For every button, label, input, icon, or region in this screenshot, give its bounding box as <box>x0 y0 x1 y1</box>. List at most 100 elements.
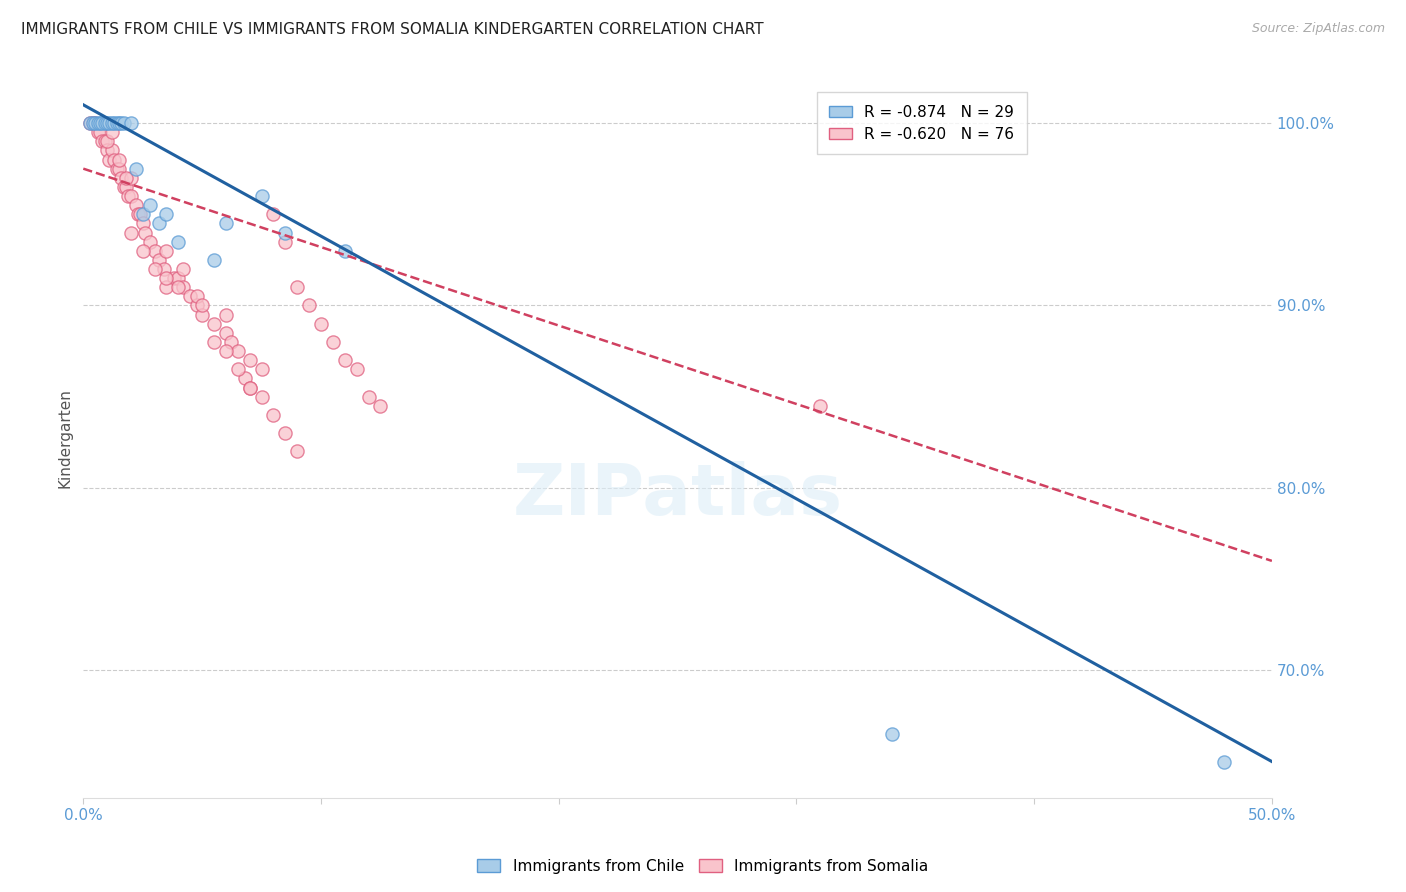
Point <box>93 134 115 148</box>
Point <box>143 262 166 277</box>
Point <box>333 244 356 258</box>
Point <box>115 180 138 194</box>
Point <box>167 235 190 249</box>
Point <box>79 116 101 130</box>
Point <box>127 207 149 221</box>
Point <box>148 252 170 267</box>
Point <box>139 235 162 249</box>
Y-axis label: Kindergarten: Kindergarten <box>58 388 72 488</box>
Point <box>215 308 238 322</box>
Point <box>103 153 125 167</box>
Point <box>153 262 176 277</box>
Point <box>226 344 249 359</box>
Point <box>191 308 214 322</box>
Point <box>239 353 262 368</box>
Point <box>108 116 131 130</box>
Point <box>91 134 114 148</box>
Point <box>226 362 249 376</box>
Point <box>105 161 128 176</box>
Point <box>120 226 142 240</box>
Point <box>202 317 225 331</box>
Point <box>143 244 166 258</box>
Point <box>132 244 155 258</box>
Point <box>333 353 356 368</box>
Point <box>239 381 262 395</box>
Point <box>202 334 225 349</box>
Point <box>134 226 156 240</box>
Point <box>132 216 155 230</box>
Point <box>84 116 107 130</box>
Point <box>120 189 142 203</box>
Point <box>120 116 142 130</box>
Legend: Immigrants from Chile, Immigrants from Somalia: Immigrants from Chile, Immigrants from S… <box>471 853 935 880</box>
Point <box>124 161 146 176</box>
Point <box>82 116 104 130</box>
Point <box>274 426 297 441</box>
Point <box>96 144 118 158</box>
Text: ZIPatlas: ZIPatlas <box>513 461 842 530</box>
Point <box>250 362 273 376</box>
Point <box>219 334 242 349</box>
Point <box>250 390 273 404</box>
Point <box>89 125 111 139</box>
Point <box>162 271 184 285</box>
Point <box>117 189 139 203</box>
Text: IMMIGRANTS FROM CHILE VS IMMIGRANTS FROM SOMALIA KINDERGARTEN CORRELATION CHART: IMMIGRANTS FROM CHILE VS IMMIGRANTS FROM… <box>21 22 763 37</box>
Point <box>84 116 107 130</box>
Point <box>167 271 190 285</box>
Point <box>86 125 108 139</box>
Point <box>139 198 162 212</box>
Point <box>108 153 131 167</box>
Point <box>82 116 104 130</box>
Point <box>110 116 132 130</box>
Point <box>370 399 392 413</box>
Point <box>309 317 332 331</box>
Point <box>298 298 321 312</box>
Point <box>346 362 368 376</box>
Point <box>79 116 101 130</box>
Point <box>186 289 208 303</box>
Text: Source: ZipAtlas.com: Source: ZipAtlas.com <box>1251 22 1385 36</box>
Point <box>98 116 121 130</box>
Point <box>880 727 903 741</box>
Point <box>120 170 142 185</box>
Point <box>285 280 308 294</box>
Point <box>105 116 128 130</box>
Point <box>129 207 152 221</box>
Point <box>250 189 273 203</box>
Point <box>148 216 170 230</box>
Point <box>101 125 124 139</box>
Point <box>110 170 132 185</box>
Point <box>1213 755 1236 769</box>
Point <box>98 153 121 167</box>
Point <box>179 289 201 303</box>
Point <box>274 235 297 249</box>
Point <box>112 180 135 194</box>
Point <box>101 116 124 130</box>
Point <box>202 252 225 267</box>
Point <box>172 262 194 277</box>
Point <box>191 298 214 312</box>
Point <box>115 170 138 185</box>
Point <box>186 298 208 312</box>
Legend: R = -0.874   N = 29, R = -0.620   N = 76: R = -0.874 N = 29, R = -0.620 N = 76 <box>817 92 1026 154</box>
Point <box>215 326 238 340</box>
Point <box>233 371 256 385</box>
Point <box>89 116 111 130</box>
Point <box>101 144 124 158</box>
Point <box>96 116 118 130</box>
Point <box>357 390 380 404</box>
Point <box>155 244 177 258</box>
Point <box>155 271 177 285</box>
Point <box>274 226 297 240</box>
Point <box>155 280 177 294</box>
Point <box>103 116 125 130</box>
Point <box>239 381 262 395</box>
Point <box>215 216 238 230</box>
Point <box>96 134 118 148</box>
Point <box>285 444 308 458</box>
Point <box>322 334 344 349</box>
Point <box>93 116 115 130</box>
Point <box>86 116 108 130</box>
Point <box>263 207 285 221</box>
